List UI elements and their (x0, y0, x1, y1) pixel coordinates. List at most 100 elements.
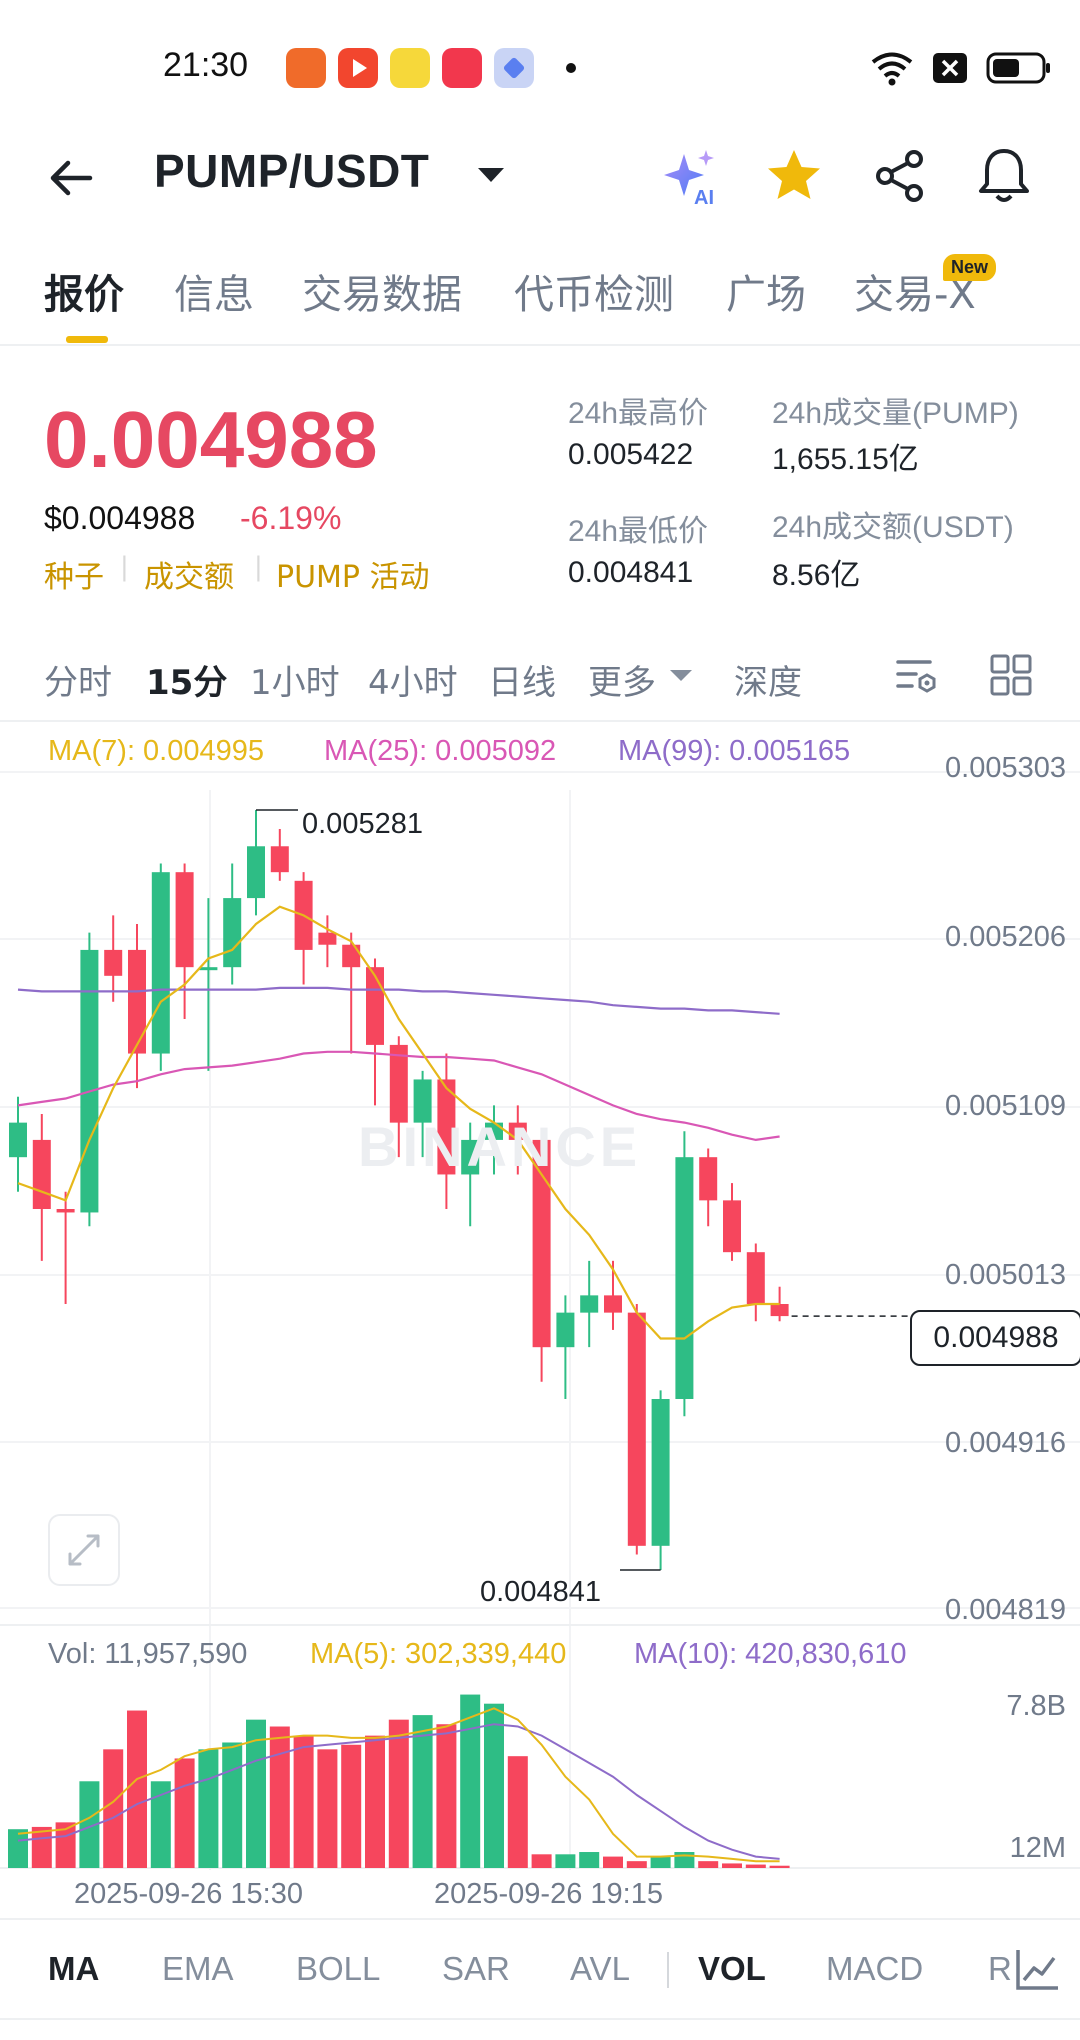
watermark: BINANCE (358, 1115, 642, 1178)
expand-icon (68, 1534, 100, 1566)
tag-volume[interactable]: 成交额 (144, 560, 234, 595)
candle (342, 944, 361, 968)
candle (437, 1079, 456, 1175)
candle (223, 898, 242, 968)
tab-square[interactable]: 广场 (726, 272, 806, 318)
ma7-line (17, 905, 780, 1340)
divider (0, 344, 1080, 346)
shortcut-app-icon (494, 48, 534, 88)
candle (199, 967, 218, 971)
notification-bell-icon[interactable] (972, 144, 1036, 208)
divider (0, 720, 1080, 722)
status-right (870, 46, 1052, 90)
more-dropdown-icon[interactable] (670, 670, 692, 681)
ma99-line (17, 986, 780, 1015)
vol-axis-label: 12M (1009, 1832, 1066, 1864)
layout-grid-icon[interactable] (988, 652, 1034, 698)
price-change-percent: -6.19% (240, 500, 342, 536)
tab-trading-data[interactable]: 交易数据 (302, 272, 462, 318)
vol-ma5-legend: MA(5): 302,339,440 (310, 1638, 567, 1670)
volume-bar (341, 1744, 362, 1868)
tag-pump-event[interactable]: PUMP 活动 (276, 560, 430, 595)
price-axis-label: 0.004819 (945, 1594, 1066, 1626)
indicator-ema[interactable]: EMA (162, 1950, 234, 1987)
fullscreen-button[interactable] (48, 1514, 120, 1586)
interval-1d[interactable]: 日线 (488, 663, 556, 703)
current-price-tag: 0.004988 (910, 1310, 1080, 1366)
candle (675, 1157, 694, 1399)
tab-token-check[interactable]: 代币检测 (514, 272, 674, 318)
back-arrow-icon[interactable] (44, 150, 100, 206)
volume-bar (650, 1856, 671, 1868)
candle (746, 1252, 765, 1304)
indicator-vol[interactable]: VOL (698, 1950, 766, 1987)
tab-quote[interactable]: 报价 (44, 272, 124, 318)
vol-ma10-line (17, 1723, 780, 1860)
candle (723, 1200, 741, 1253)
wifi-icon (871, 52, 913, 86)
vol-ma10-legend: MA(10): 420,830,610 (634, 1638, 907, 1670)
volume-bar (603, 1856, 623, 1868)
candle (175, 872, 194, 968)
indicator-ma[interactable]: MA (48, 1950, 100, 1987)
pair-dropdown-icon[interactable] (478, 168, 504, 182)
candle (270, 846, 289, 873)
svg-text:AI: AI (694, 187, 714, 208)
volume-bar (626, 1861, 647, 1868)
candle (389, 1044, 408, 1123)
volume-bar (531, 1854, 552, 1868)
interval-4h[interactable]: 4小时 (368, 663, 458, 703)
volume-bar (150, 1781, 171, 1868)
indicator-macd[interactable]: MACD (826, 1950, 924, 1987)
indicator-avl[interactable]: AVL (570, 1950, 630, 1987)
notification-dot-icon (566, 63, 576, 73)
pair-title[interactable]: PUMP/USDT (154, 145, 430, 197)
candle (413, 1079, 432, 1123)
indicator-rsi[interactable]: R (988, 1950, 1012, 1987)
news-app-icon (390, 48, 430, 88)
share-icon[interactable] (868, 144, 932, 208)
volume-bar (269, 1726, 290, 1868)
volume-bar (484, 1703, 504, 1868)
new-badge: New (943, 254, 997, 281)
volume-bar (436, 1724, 457, 1868)
divider (0, 1918, 1080, 1920)
interval-line[interactable]: 分时 (44, 663, 112, 703)
volume-bar (222, 1742, 243, 1868)
candle (151, 872, 170, 1054)
chart-settings-icon[interactable] (894, 652, 940, 698)
candle (770, 1304, 789, 1317)
volume-bar (127, 1710, 147, 1868)
xiaohongshu-icon (442, 48, 482, 88)
ai-assistant-icon[interactable]: AI (660, 144, 724, 208)
indicator-sar[interactable]: SAR (442, 1950, 510, 1987)
volume-bar (388, 1719, 409, 1868)
favorite-star-icon[interactable] (762, 144, 826, 208)
volume-bar (198, 1749, 219, 1868)
volume-bar (460, 1694, 481, 1868)
last-price: 0.004988 (44, 395, 378, 484)
volume-bar (293, 1735, 314, 1868)
price-axis-label: 0.005303 (945, 752, 1066, 784)
volume-bar (79, 1781, 100, 1868)
volume-bar (745, 1864, 766, 1868)
tag-seed[interactable]: 种子 (44, 560, 104, 595)
interval-15m[interactable]: 15分 (146, 663, 228, 703)
amount-value: 8.56亿 (772, 559, 861, 592)
status-time: 21:30 (163, 46, 249, 84)
indicator-settings-icon[interactable] (1012, 1944, 1062, 1994)
indicator-boll[interactable]: BOLL (296, 1950, 381, 1987)
tab-info[interactable]: 信息 (174, 272, 254, 318)
vol-axis-label: 7.8B (1006, 1690, 1066, 1722)
tag-separator: | (254, 552, 263, 582)
candle (32, 1139, 51, 1209)
candlestick-chart[interactable] (0, 720, 1080, 1870)
price-axis-label: 0.005206 (945, 921, 1066, 953)
candle (80, 949, 99, 1213)
interval-more[interactable]: 更多 (588, 663, 656, 703)
interval-1h[interactable]: 1小时 (250, 663, 340, 703)
interval-depth[interactable]: 深度 (734, 663, 802, 703)
tag-separator: | (120, 552, 129, 582)
volume-bar (412, 1715, 433, 1868)
amount-label: 24h成交额(USDT) (772, 511, 1014, 544)
